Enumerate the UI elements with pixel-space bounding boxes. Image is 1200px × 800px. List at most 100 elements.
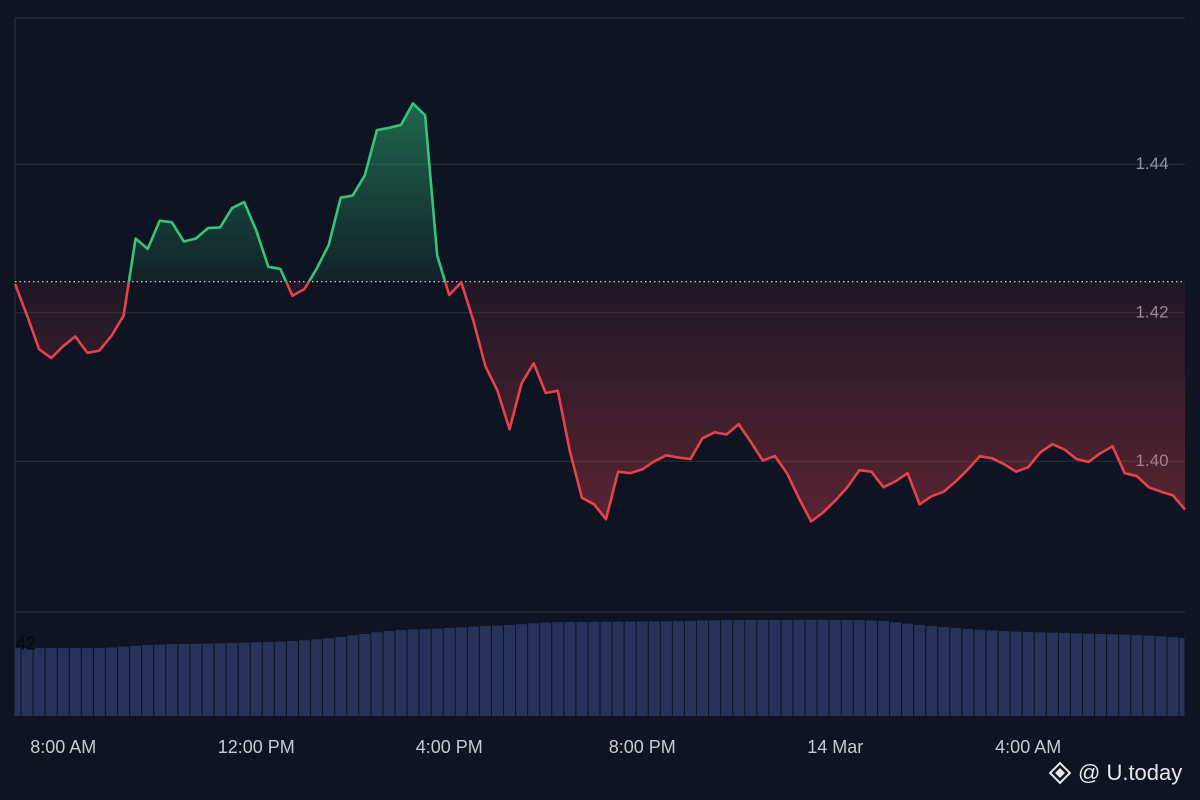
volume-bar bbox=[1095, 633, 1107, 716]
volume-bar bbox=[721, 620, 733, 716]
volume-bar bbox=[745, 619, 757, 716]
volume-bar bbox=[817, 619, 829, 716]
volume-bar bbox=[1070, 633, 1082, 716]
watermark: @ U.today bbox=[1048, 760, 1182, 785]
volume-bar bbox=[15, 648, 21, 716]
volume-bar bbox=[407, 629, 419, 716]
volume-bar bbox=[395, 629, 407, 716]
volume-bar bbox=[142, 644, 154, 716]
volume-bar bbox=[1010, 631, 1022, 716]
volume-bar bbox=[1034, 632, 1046, 716]
volume-bar bbox=[962, 628, 974, 716]
volume-bar bbox=[371, 632, 383, 716]
volume-bar bbox=[262, 641, 274, 716]
volume-bar bbox=[347, 635, 359, 716]
volume-bar bbox=[986, 630, 998, 716]
volume-bar bbox=[1107, 634, 1119, 716]
volume-bar bbox=[769, 619, 781, 716]
x-tick-label: 12:00 PM bbox=[218, 737, 295, 757]
volume-bar bbox=[166, 644, 178, 716]
volume-bar bbox=[250, 642, 262, 716]
x-tick-label: 8:00 AM bbox=[30, 737, 96, 757]
volume-bar bbox=[130, 645, 142, 716]
volume-bar bbox=[1131, 635, 1143, 716]
volume-bar bbox=[226, 642, 238, 716]
volume-bar bbox=[588, 621, 600, 716]
volume-bar bbox=[57, 648, 69, 716]
volume-bar bbox=[383, 630, 395, 716]
price-line bbox=[13, 102, 1186, 523]
volume-bar bbox=[660, 621, 672, 716]
volume-bar bbox=[467, 626, 479, 716]
x-tick-label: 4:00 PM bbox=[416, 737, 483, 757]
volume-bar bbox=[1119, 634, 1131, 716]
volume-bar bbox=[154, 644, 166, 716]
volume-bar bbox=[938, 627, 950, 716]
volume-bar bbox=[33, 648, 45, 716]
volume-bar bbox=[829, 619, 841, 716]
volume-bar bbox=[504, 625, 516, 716]
volume-bar bbox=[81, 648, 93, 716]
volume-bar bbox=[311, 639, 323, 716]
volume-bar bbox=[1083, 633, 1094, 716]
volume-bar bbox=[202, 643, 214, 716]
y-tick-label: 1.44 bbox=[1135, 154, 1168, 173]
volume-bar bbox=[926, 626, 938, 716]
volume-bar bbox=[636, 621, 648, 716]
volume-bar bbox=[841, 619, 853, 716]
volume-bar bbox=[528, 623, 540, 716]
volume-bar bbox=[890, 622, 901, 716]
volume-bar bbox=[757, 619, 769, 716]
volume-bar bbox=[238, 642, 250, 716]
volume-bar bbox=[733, 620, 745, 716]
volume-bar bbox=[93, 648, 105, 716]
volume-bar bbox=[709, 620, 721, 716]
volume-bar bbox=[69, 648, 81, 716]
volume-bar bbox=[178, 643, 190, 716]
volume-bar bbox=[492, 625, 503, 716]
watermark-logo bbox=[1048, 761, 1072, 785]
volume-bar bbox=[21, 648, 33, 716]
volume-bar bbox=[672, 621, 684, 716]
volume-bar bbox=[323, 638, 335, 716]
volume-bar bbox=[1179, 638, 1185, 716]
volume-bar bbox=[1022, 631, 1034, 716]
volume-bar bbox=[299, 640, 310, 716]
volume-bar bbox=[805, 619, 817, 716]
volume-bar bbox=[564, 621, 576, 716]
volume-bar bbox=[684, 620, 696, 716]
volume-bar bbox=[974, 629, 986, 716]
volume-bar bbox=[1046, 632, 1058, 716]
volume-bar bbox=[1143, 635, 1155, 716]
volume-bar bbox=[950, 628, 962, 716]
volume-bar bbox=[118, 646, 130, 716]
volume-bar bbox=[286, 641, 298, 716]
y-tick-label: 42 bbox=[16, 634, 36, 654]
volume-bar bbox=[600, 621, 612, 716]
volume-bar bbox=[552, 622, 564, 716]
volume-bar bbox=[914, 624, 926, 716]
volume-bar bbox=[697, 620, 708, 716]
watermark-text: @ U.today bbox=[1078, 760, 1182, 785]
volume-bar bbox=[431, 628, 443, 716]
x-tick-label: 14 Mar bbox=[807, 737, 863, 757]
volume-bar bbox=[106, 647, 117, 716]
x-tick-label: 8:00 PM bbox=[609, 737, 676, 757]
volume-bar bbox=[793, 619, 805, 716]
volume-bar bbox=[648, 621, 660, 716]
volume-bar bbox=[1058, 632, 1070, 716]
volume-bar bbox=[516, 624, 528, 716]
x-tick-label: 4:00 AM bbox=[995, 737, 1061, 757]
volume-bar bbox=[877, 620, 889, 716]
volume-bar bbox=[359, 633, 371, 716]
volume-bar bbox=[853, 620, 865, 716]
volume-bar bbox=[576, 621, 588, 716]
volume-bar bbox=[419, 629, 431, 716]
volume-bar bbox=[335, 636, 347, 716]
volume-bar bbox=[479, 626, 491, 716]
volume-bar bbox=[214, 643, 226, 716]
volume-bar bbox=[274, 641, 286, 716]
volume-bar bbox=[540, 622, 552, 716]
